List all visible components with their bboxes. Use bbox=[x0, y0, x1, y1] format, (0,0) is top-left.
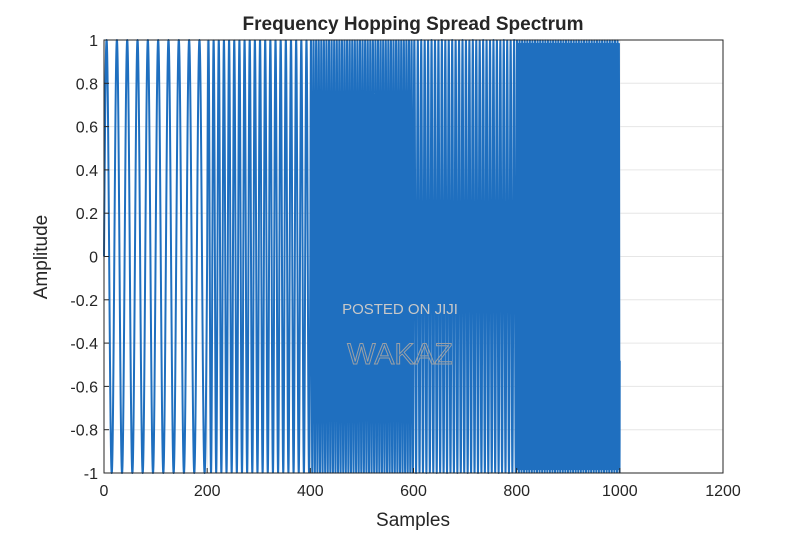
y-tick-label: -0.2 bbox=[70, 293, 98, 310]
y-tick-label: -0.8 bbox=[70, 423, 98, 440]
y-tick-label: -0.4 bbox=[70, 336, 98, 353]
watermark-posted-text: POSTED ON JIJI bbox=[342, 301, 458, 318]
x-tick-label: 800 bbox=[503, 483, 530, 500]
signal-line bbox=[103, 39, 621, 474]
x-tick-label: 1200 bbox=[705, 483, 741, 500]
y-axis-ticks: 1 0.8 0.6 0.4 0.2 0 -0.2 -0.4 -0.6 -0.8 -1 bbox=[70, 33, 109, 483]
y-tick-label: 0.2 bbox=[76, 206, 98, 223]
y-axis-label: Amplitude bbox=[31, 215, 52, 300]
y-tick-label: 1 bbox=[89, 33, 98, 50]
signal-series bbox=[103, 39, 621, 474]
x-tick-label: 400 bbox=[297, 483, 324, 500]
x-tick-label: 200 bbox=[194, 483, 221, 500]
y-tick-label: 0.8 bbox=[76, 76, 98, 93]
y-tick-label: -1 bbox=[84, 466, 98, 483]
watermark-wakaz-text: WAKAZ bbox=[347, 338, 453, 371]
x-tick-label: 600 bbox=[400, 483, 427, 500]
y-tick-label: 0.4 bbox=[76, 163, 98, 180]
y-tick-label: 0 bbox=[89, 250, 98, 267]
x-axis-label: Samples bbox=[376, 510, 450, 531]
chart-title: Frequency Hopping Spread Spectrum bbox=[243, 14, 584, 35]
x-tick-label: 0 bbox=[100, 483, 109, 500]
y-tick-label: -0.6 bbox=[70, 379, 98, 396]
y-tick-label: 0.6 bbox=[76, 120, 98, 137]
x-tick-label: 1000 bbox=[602, 483, 638, 500]
x-axis-ticks: 0 200 400 600 800 1000 1200 bbox=[100, 468, 741, 500]
